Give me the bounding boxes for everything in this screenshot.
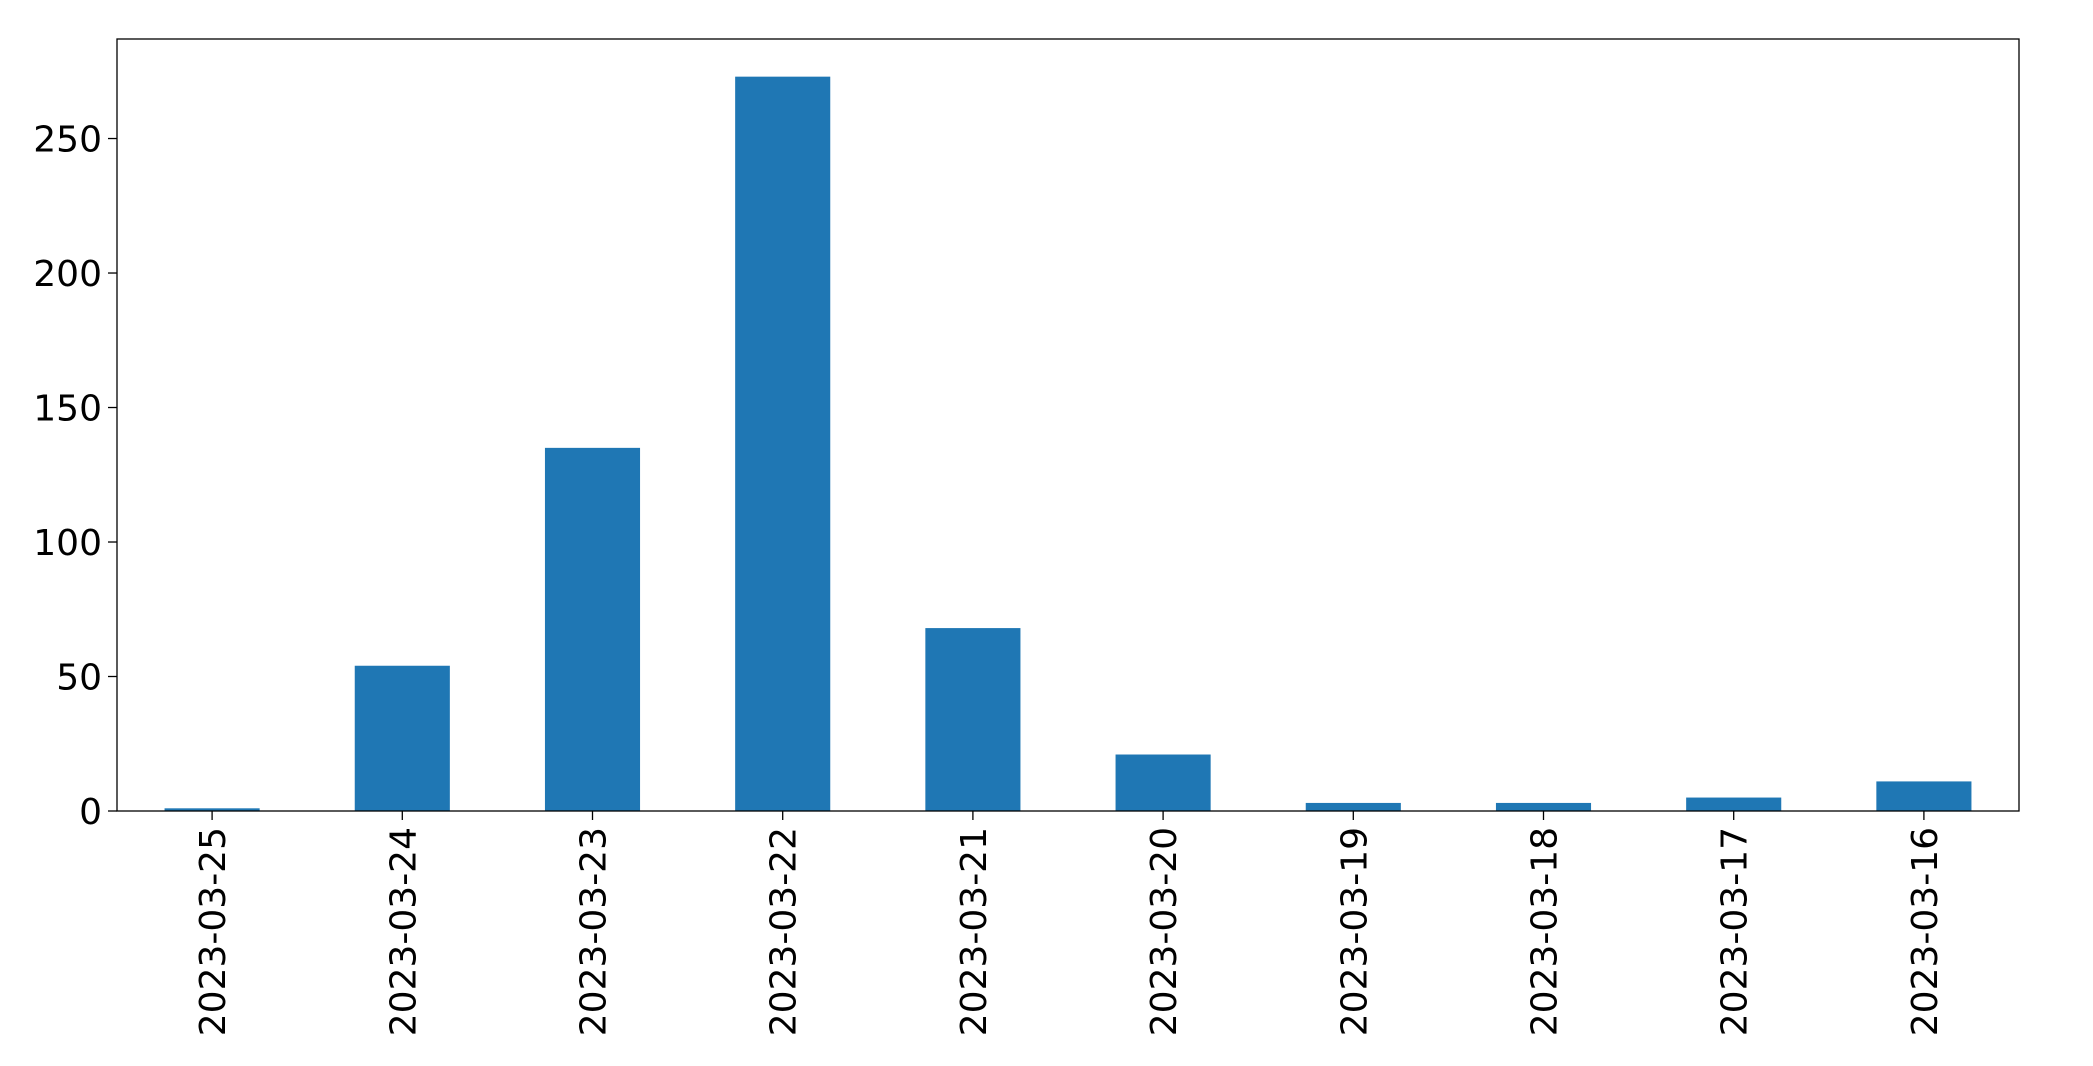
bar-2023-03-23 [544,447,641,811]
x-tick-label-2023-03-19: 2023-03-19 [1334,827,1375,1036]
bar-2023-03-21 [925,628,1021,811]
bars-group [164,76,1972,811]
y-tick-label-250: 250 [33,120,102,161]
y-axis: 0 50 100 150 200 250 [33,120,117,833]
bar-2023-03-17 [1686,797,1782,811]
x-axis: 2023-03-25 2023-03-24 2023-03-23 2023-03-22… [193,811,1946,1036]
x-tick-label-2023-03-25: 2023-03-25 [193,827,234,1036]
x-tick-label-2023-03-18: 2023-03-18 [1525,827,1566,1036]
x-tick-label-2023-03-17: 2023-03-17 [1715,827,1756,1036]
bar-2023-03-18 [1495,802,1592,811]
bar-2023-03-19 [1305,802,1401,811]
x-tick-label-2023-03-24: 2023-03-24 [383,827,424,1036]
x-tick-label-2023-03-16: 2023-03-16 [1905,827,1946,1036]
y-tick-label-150: 150 [33,389,102,430]
plot-frame [116,38,2020,812]
x-tick-label-2023-03-21: 2023-03-21 [954,827,995,1036]
y-tick-label-50: 50 [56,658,102,699]
y-tick-label-0: 0 [79,792,102,833]
bar-2023-03-24 [354,665,450,811]
y-tick-label-200: 200 [33,254,102,295]
bar-2023-03-25 [164,808,260,811]
bar-2023-03-20 [1115,754,1211,811]
bar-2023-03-16 [1876,781,1972,811]
x-tick-label-2023-03-23: 2023-03-23 [574,827,615,1036]
x-tick-label-2023-03-20: 2023-03-20 [1144,827,1185,1036]
bar-2023-03-22 [735,76,831,811]
x-tick-label-2023-03-22: 2023-03-22 [764,827,805,1036]
y-tick-label-100: 100 [33,523,102,564]
